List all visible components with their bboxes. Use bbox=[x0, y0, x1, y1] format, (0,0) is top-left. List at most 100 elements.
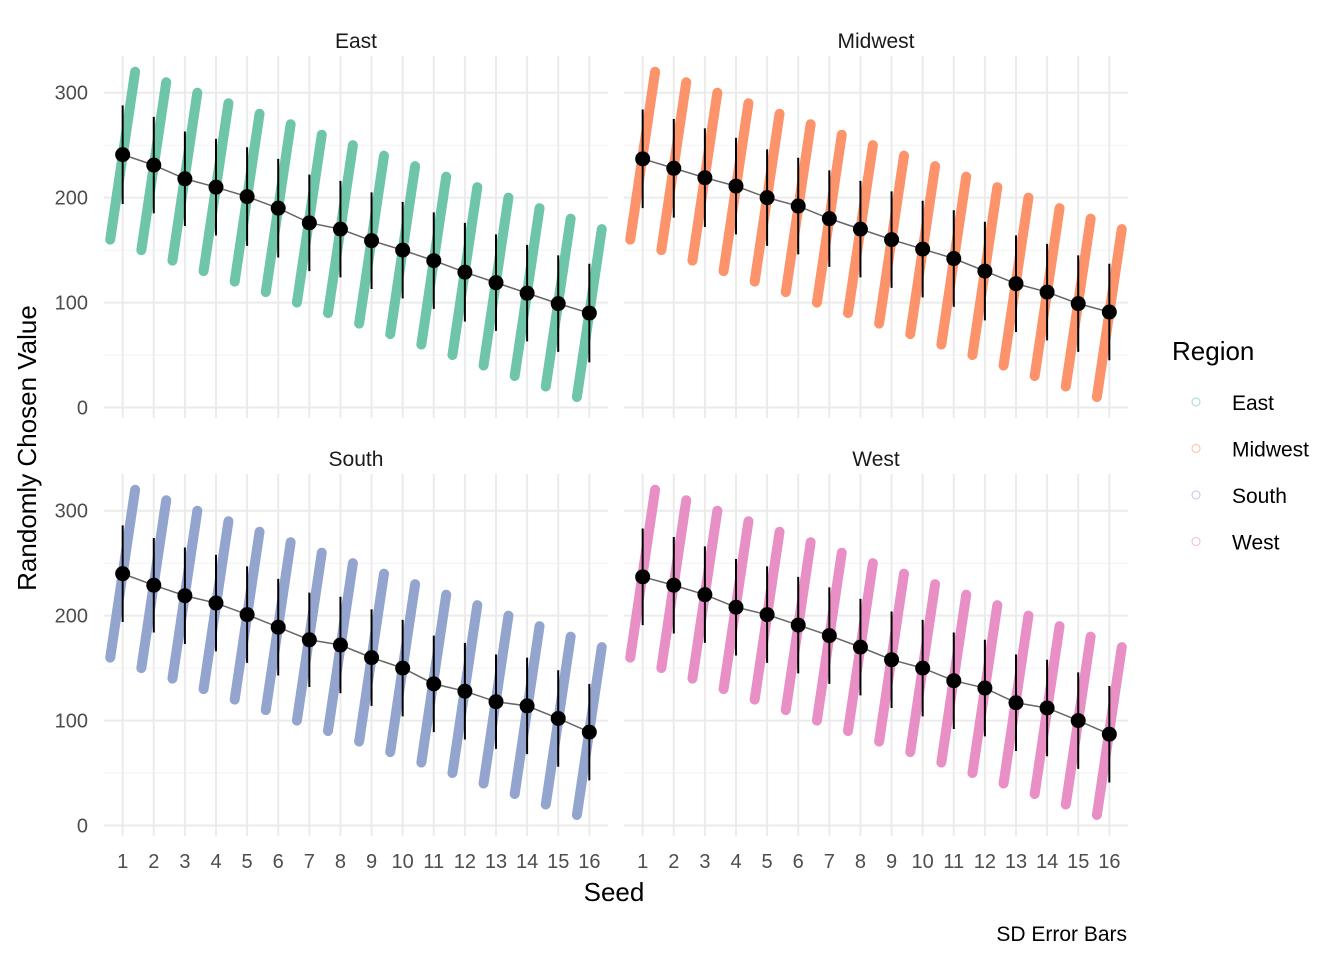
y-tick-label: 0 bbox=[77, 816, 88, 838]
y-tick-label: 100 bbox=[55, 293, 88, 315]
mean-point bbox=[946, 673, 962, 689]
mean-point bbox=[457, 683, 473, 699]
y-tick-label: 300 bbox=[55, 501, 88, 523]
legend: Region East Midwest South West bbox=[1172, 336, 1309, 555]
mean-line bbox=[122, 153, 590, 314]
y-tick-label: 200 bbox=[55, 188, 88, 210]
x-tick-label: 4 bbox=[210, 851, 221, 873]
facet-strip-label: West bbox=[852, 448, 900, 471]
mean-point bbox=[1070, 296, 1086, 312]
mean-point bbox=[852, 639, 868, 655]
mean-point bbox=[790, 617, 806, 633]
y-tick-label: 100 bbox=[55, 711, 88, 733]
mean-point bbox=[177, 588, 193, 604]
mean-point bbox=[915, 241, 931, 257]
mean-point bbox=[550, 710, 566, 726]
mean-point bbox=[270, 619, 286, 635]
mean-point bbox=[115, 566, 131, 582]
legend-key-marker bbox=[1191, 490, 1201, 500]
x-tick-label: 14 bbox=[516, 851, 538, 873]
legend-label: West bbox=[1232, 532, 1280, 555]
mean-point bbox=[1039, 700, 1055, 716]
y-axis-title: Randomly Chosen Value bbox=[12, 305, 42, 591]
x-tick-label: 2 bbox=[668, 851, 679, 873]
mean-point bbox=[301, 632, 317, 648]
x-tick-label: 15 bbox=[547, 851, 569, 873]
x-tick-label: 9 bbox=[886, 851, 897, 873]
legend-entry-south: South bbox=[1191, 485, 1287, 508]
mean-line bbox=[642, 158, 1110, 313]
legend-entry-midwest: Midwest bbox=[1191, 439, 1309, 462]
facet-panel-midwest: Midwest bbox=[624, 30, 1128, 418]
mean-point bbox=[115, 147, 131, 163]
mean-point bbox=[759, 190, 775, 206]
x-tick-label: 14 bbox=[1036, 851, 1058, 873]
mean-point bbox=[488, 275, 504, 291]
legend-key-marker bbox=[1191, 397, 1201, 407]
mean-point bbox=[666, 160, 682, 176]
mean-point bbox=[697, 587, 713, 603]
mean-point bbox=[239, 607, 255, 623]
x-axis-title: Seed bbox=[584, 877, 645, 907]
mean-point bbox=[635, 569, 651, 585]
legend-label: South bbox=[1232, 485, 1287, 508]
mean-point bbox=[852, 221, 868, 237]
x-tick-label: 10 bbox=[912, 851, 934, 873]
mean-point bbox=[146, 577, 162, 593]
x-tick-label: 11 bbox=[423, 851, 444, 873]
x-tick-label: 7 bbox=[304, 851, 315, 873]
y-tick-label: 300 bbox=[55, 83, 88, 105]
mean-point bbox=[821, 211, 837, 227]
mean-point bbox=[1008, 276, 1024, 292]
mean-point bbox=[728, 178, 744, 194]
facet-strip-label: Midwest bbox=[837, 30, 914, 53]
mean-point bbox=[946, 251, 962, 267]
x-tick-label: 8 bbox=[855, 851, 866, 873]
mean-point bbox=[488, 694, 504, 710]
mean-point bbox=[1070, 713, 1086, 729]
mean-point bbox=[1101, 726, 1117, 742]
x-tick-label: 15 bbox=[1067, 851, 1089, 873]
mean-line bbox=[122, 572, 590, 733]
chart-caption: SD Error Bars bbox=[996, 923, 1127, 946]
mean-point bbox=[977, 263, 993, 279]
x-tick-label: 13 bbox=[1005, 851, 1027, 873]
x-tick-label: 3 bbox=[699, 851, 710, 873]
mean-point bbox=[821, 628, 837, 644]
mean-point bbox=[581, 724, 597, 740]
mean-point bbox=[666, 577, 682, 593]
mean-point bbox=[728, 599, 744, 615]
legend-key-marker bbox=[1191, 444, 1201, 453]
x-tick-label: 11 bbox=[943, 851, 964, 873]
legend-key-marker bbox=[1191, 537, 1201, 546]
mean-point bbox=[635, 151, 651, 167]
x-tick-label: 7 bbox=[824, 851, 835, 873]
mean-point bbox=[332, 637, 348, 653]
mean-point bbox=[177, 171, 193, 187]
mean-point bbox=[270, 200, 286, 216]
legend-label: East bbox=[1232, 392, 1274, 415]
x-tick-label: 8 bbox=[335, 851, 346, 873]
x-tick-label: 6 bbox=[793, 851, 804, 873]
mean-point bbox=[790, 198, 806, 214]
x-tick-label: 10 bbox=[392, 851, 414, 873]
x-tick-label: 3 bbox=[179, 851, 190, 873]
mean-point bbox=[364, 233, 380, 249]
mean-point bbox=[1008, 695, 1024, 711]
mean-point bbox=[977, 680, 993, 696]
mean-point bbox=[1101, 304, 1117, 320]
mean-point bbox=[519, 698, 535, 714]
x-tick-label: 12 bbox=[454, 851, 476, 873]
x-tick-label: 2 bbox=[148, 851, 159, 873]
x-tick-label: 5 bbox=[242, 851, 253, 873]
mean-point bbox=[301, 215, 317, 231]
mean-point bbox=[146, 157, 162, 173]
mean-point bbox=[884, 232, 900, 248]
legend-label: Midwest bbox=[1232, 439, 1309, 462]
mean-point bbox=[581, 305, 597, 321]
legend-title: Region bbox=[1172, 336, 1254, 366]
y-tick-label: 0 bbox=[77, 398, 88, 420]
mean-point bbox=[915, 660, 931, 676]
